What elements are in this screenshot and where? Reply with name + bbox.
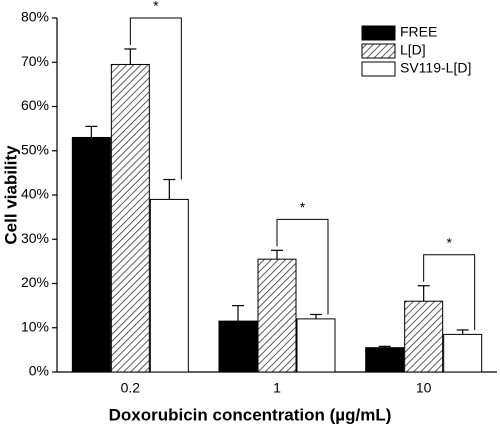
x-tick-label: 10 <box>416 380 432 396</box>
error-bar <box>310 313 322 319</box>
legend-swatch <box>361 43 396 59</box>
bar <box>218 320 258 373</box>
y-tick-label: 0% <box>29 363 49 379</box>
significance-bracket <box>423 254 476 330</box>
bar <box>365 347 405 373</box>
significance-mark: * <box>446 234 452 250</box>
x-tick-label: 1 <box>273 380 281 396</box>
y-tick-label: 30% <box>21 230 49 246</box>
error-bar <box>85 125 98 138</box>
error-bar <box>271 249 283 260</box>
error-bar <box>124 48 137 65</box>
y-tick-label: 20% <box>21 274 49 290</box>
bar <box>443 333 483 373</box>
bar <box>404 300 444 373</box>
bar <box>149 198 189 373</box>
error-bar <box>163 178 176 200</box>
error-bar <box>417 285 430 302</box>
legend-label: FREE <box>400 24 437 40</box>
y-tick-label: 10% <box>21 318 49 334</box>
significance-bracket <box>129 17 182 180</box>
x-tick-label: 0.2 <box>121 380 141 396</box>
bar <box>296 318 336 373</box>
legend-swatch <box>361 61 396 77</box>
error-bar <box>232 305 244 322</box>
y-tick-label: 40% <box>21 186 49 202</box>
significance-mark: * <box>153 0 159 14</box>
x-axis-label: Doxorubicin concentration (µg/mL) <box>109 405 392 424</box>
significance-bracket <box>276 218 329 315</box>
error-bar <box>456 329 469 335</box>
legend-swatch <box>361 25 396 41</box>
legend-label: L[D] <box>400 42 426 58</box>
y-tick-label: 80% <box>21 9 49 25</box>
error-bar <box>378 345 391 348</box>
y-tick-label: 70% <box>21 53 49 69</box>
bar <box>71 136 111 373</box>
y-axis-label: Cell viability <box>1 145 20 245</box>
y-tick-label: 50% <box>21 141 49 157</box>
bar <box>110 63 150 373</box>
bar <box>257 258 297 373</box>
significance-mark: * <box>300 199 306 215</box>
legend-label: SV119-L[D] <box>400 60 471 76</box>
y-tick-label: 60% <box>21 97 49 113</box>
